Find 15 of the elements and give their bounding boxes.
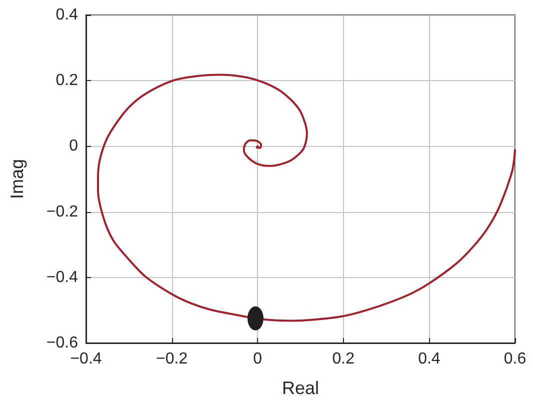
y-tick-label: 0 (69, 138, 78, 155)
x-tick-label: 0.2 (332, 350, 355, 368)
y-tick-label: 0.2 (56, 72, 78, 90)
y-tick-label: −0.6 (46, 334, 78, 352)
x-tick-label: 0.4 (418, 350, 440, 368)
y-tick-label: 0.4 (56, 6, 78, 24)
x-axis-title: Real (282, 378, 320, 398)
x-tick-label: 0 (253, 350, 262, 368)
x-tick-label: 0.6 (504, 350, 526, 368)
x-tick-label: −0.2 (156, 350, 188, 368)
y-tick-label: −0.4 (46, 268, 78, 286)
y-axis-title: Imag (7, 158, 27, 200)
x-tick-label: −0.4 (70, 350, 102, 368)
y-tick-label: −0.2 (46, 203, 78, 220)
line-series (97, 74, 516, 322)
